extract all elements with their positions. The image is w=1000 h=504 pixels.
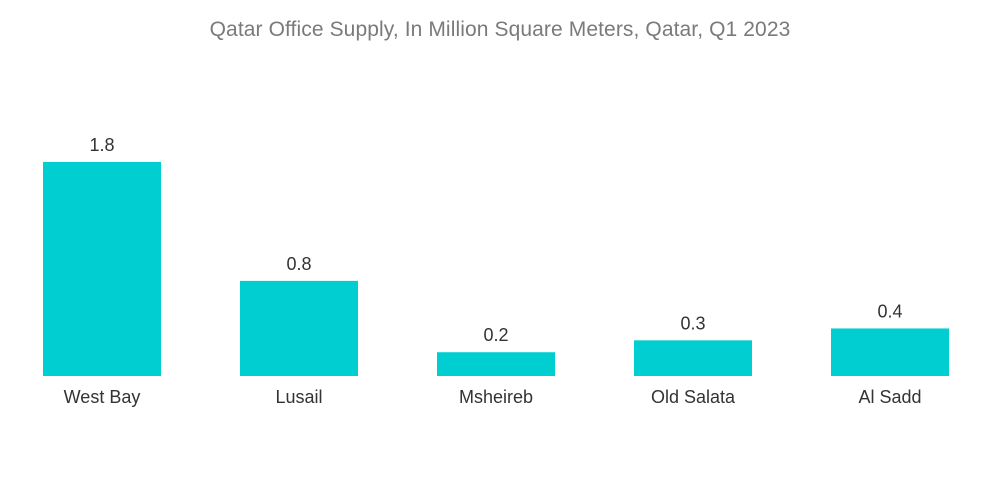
bars-group — [43, 162, 949, 376]
x-tick-label-west-bay: West Bay — [64, 387, 141, 407]
x-tick-labels-group: West Bay Lusail Msheireb Old Salata Al Sadd — [64, 387, 922, 407]
value-label-lusail: 0.8 — [286, 254, 311, 274]
bar-west-bay — [43, 162, 161, 376]
x-tick-label-old-salata: Old Salata — [651, 387, 736, 407]
chart-title: Qatar Office Supply, In Million Square M… — [209, 18, 791, 41]
bar-old-salata — [634, 340, 752, 376]
bar-msheireb — [437, 352, 555, 376]
value-labels-group: 1.8 0.8 0.2 0.3 0.4 — [89, 135, 902, 345]
bar-lusail — [240, 280, 358, 376]
x-tick-label-msheireb: Msheireb — [459, 387, 533, 407]
x-tick-label-al-sadd: Al Sadd — [858, 387, 921, 407]
bar-al-sadd — [831, 328, 949, 376]
value-label-west-bay: 1.8 — [89, 135, 114, 155]
value-label-msheireb: 0.2 — [483, 325, 508, 345]
value-label-old-salata: 0.3 — [680, 313, 705, 333]
value-label-al-sadd: 0.4 — [877, 301, 902, 321]
x-tick-label-lusail: Lusail — [275, 387, 322, 407]
